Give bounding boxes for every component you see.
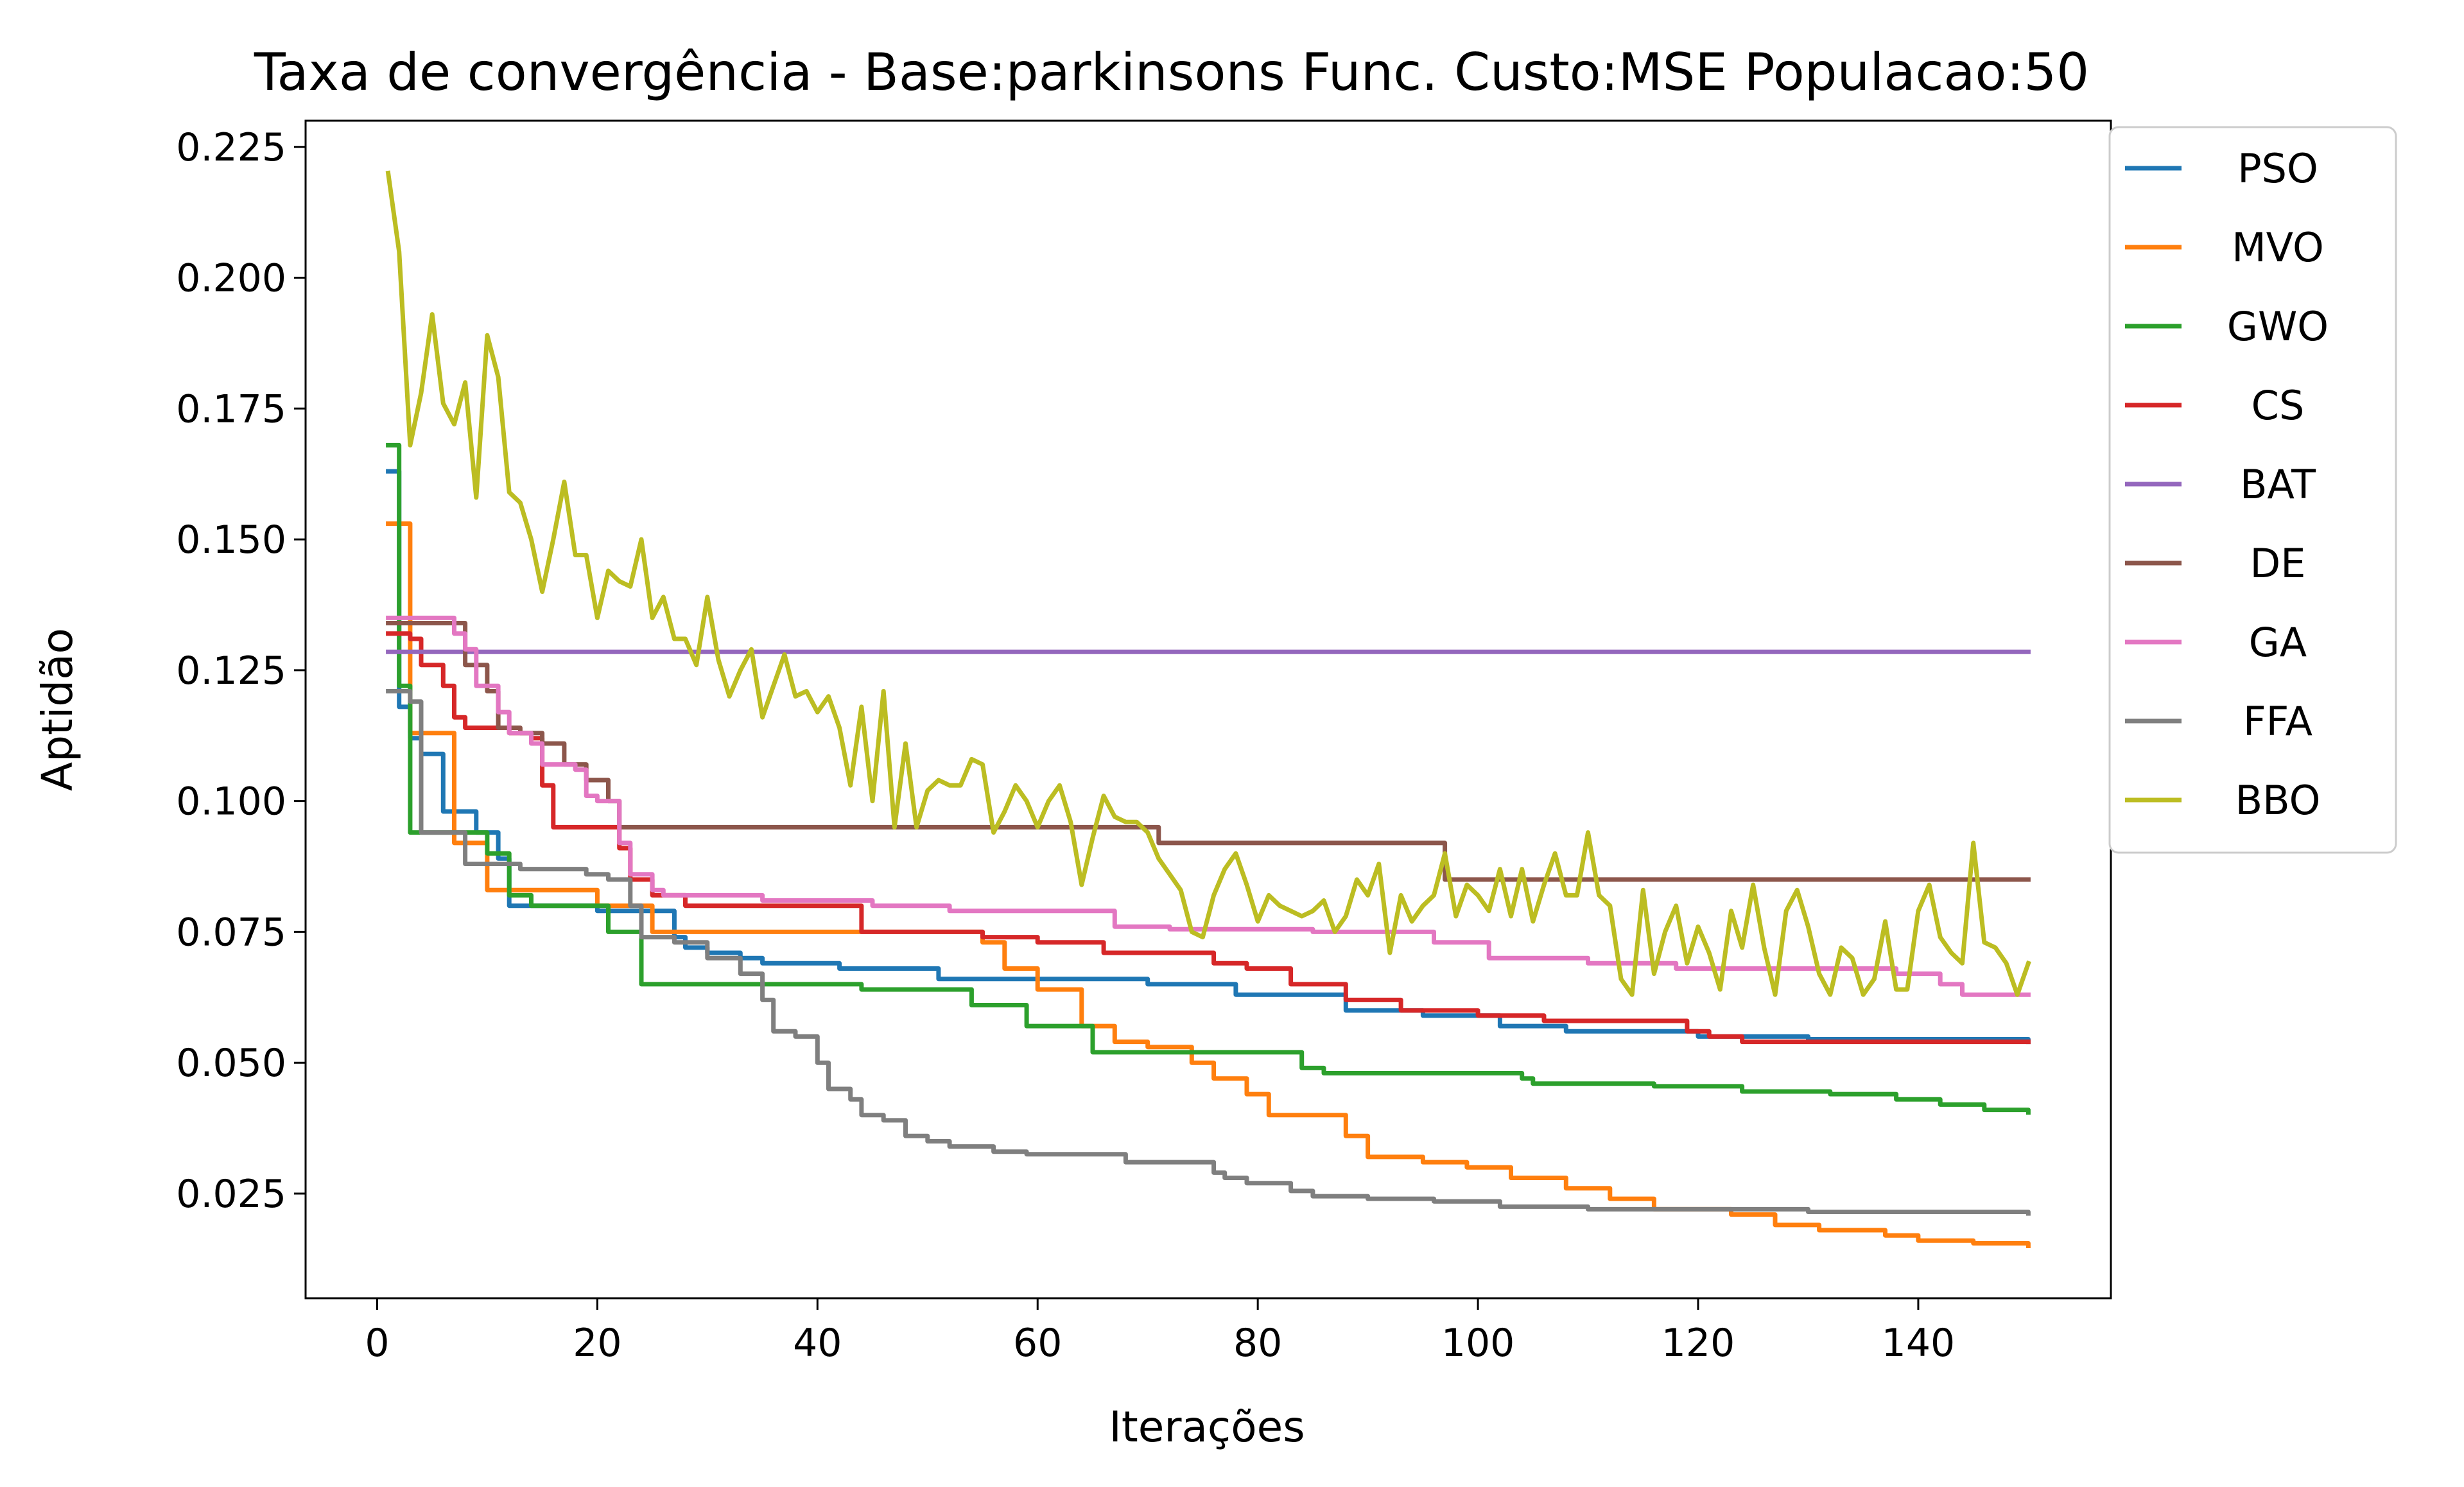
legend-label-cs: CS [2251,382,2305,429]
y-tick-label: 0.150 [176,517,286,562]
legend: PSO MVO GWO CS BAT DE GA FFA BBO [2108,126,2397,854]
series-line-cs [386,631,2031,1045]
y-tick-label: 0.200 [176,256,286,301]
series-line-mvo [386,521,2031,1248]
y-tick-label: 0.025 [176,1172,286,1217]
legend-label-ga: GA [2249,619,2307,666]
legend-label-gwo: GWO [2227,303,2329,350]
legend-label-bat: BAT [2240,461,2316,508]
y-axis-label: Aptidão [33,628,82,791]
x-tick-label: 120 [1661,1321,1735,1366]
legend-label-pso: PSO [2237,145,2318,192]
x-tick-label: 140 [1882,1321,1956,1366]
legend-label-de: DE [2250,540,2306,587]
series-line-de [386,621,2031,882]
y-axis: 0.025 0.050 0.075 0.100 0.125 0.150 0.175 0.200… [176,125,306,1217]
series-line-bbo [385,170,2031,997]
legend-label-ffa: FFA [2243,698,2312,745]
legend-box [2108,126,2397,854]
plot-frame [304,119,2112,1300]
y-tick-label: 0.050 [176,1041,286,1086]
x-tick-label: 0 [365,1321,389,1366]
legend-label-bbo: BBO [2235,777,2321,824]
series-line-ga [386,615,2031,997]
y-tick-label: 0.125 [176,648,286,693]
y-tick-label: 0.225 [176,125,286,170]
y-tick-label: 0.100 [176,779,286,824]
legend-label-mvo: MVO [2232,224,2324,271]
x-axis: 0 20 40 60 80 100 120 140 [365,1298,1955,1366]
y-tick-label: 0.075 [176,910,286,955]
x-tick-label: 20 [573,1321,621,1366]
series-line-gwo [386,442,2031,1115]
x-tick-label: 80 [1233,1321,1282,1366]
plot-area [385,170,2031,1248]
x-tick-label: 60 [1013,1321,1062,1366]
series-line-ffa [386,689,2031,1216]
chart-title: Taxa de convergência - Base:parkinsons F… [254,42,2089,102]
x-axis-label: Iterações [1109,1402,1305,1452]
y-tick-label: 0.175 [176,387,286,431]
x-tick-label: 40 [793,1321,842,1366]
x-tick-label: 100 [1441,1321,1515,1366]
